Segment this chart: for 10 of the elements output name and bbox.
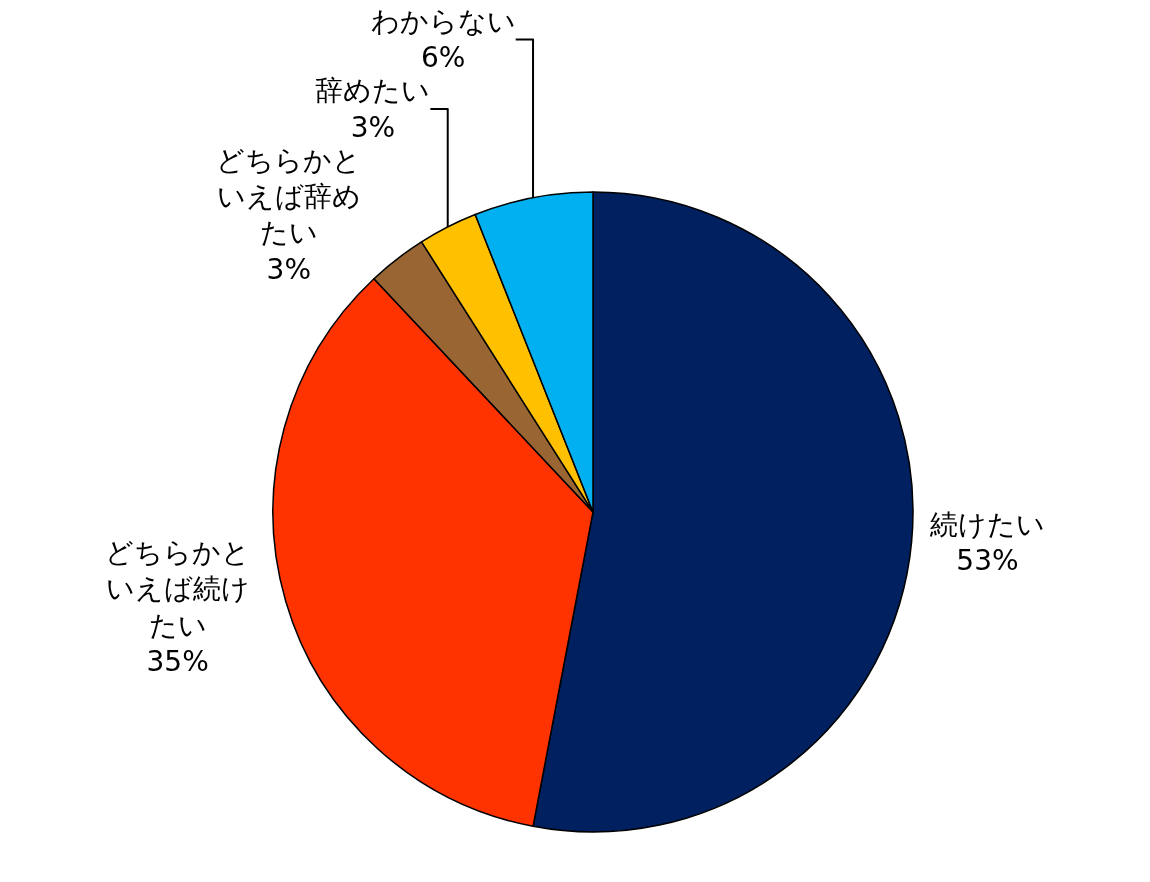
slice-label: どちらかといえば辞めたい (216, 143, 362, 250)
slice-label: 続けたい (928, 507, 1045, 541)
slice-label: わからない (370, 4, 516, 38)
slice-label: どちらかといえば続けたい (105, 535, 251, 642)
data-label: 53% (956, 544, 1019, 578)
data-label: 35% (146, 644, 209, 678)
data-label: 6% (420, 41, 466, 75)
slice-label: 辞めたい (315, 74, 431, 108)
data-label: 3% (266, 252, 312, 286)
data-label: 3% (350, 110, 396, 144)
